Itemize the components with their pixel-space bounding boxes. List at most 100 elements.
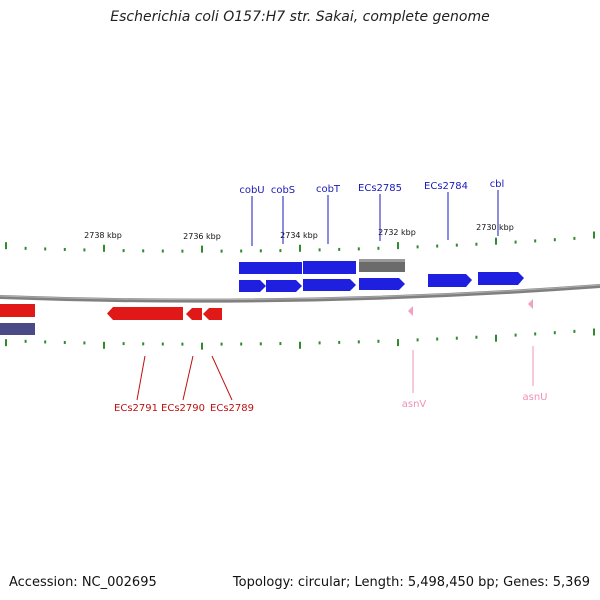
pseudogene-feature-top: [359, 259, 405, 272]
scale-ticks: [5, 231, 595, 350]
scale-tick-upper: [455, 243, 458, 247]
scale-label-2732: 2732 kbp: [378, 228, 416, 237]
scale-tick-lower: [5, 339, 7, 347]
scale-tick-upper: [514, 240, 517, 244]
label-asnU: asnU: [523, 392, 548, 403]
scale-tick-upper: [24, 246, 27, 250]
label-asnV: asnV: [402, 399, 427, 410]
scale-tick-upper: [240, 249, 243, 253]
scale-tick-lower: [514, 333, 517, 337]
label-ECs2784: ECs2784: [424, 181, 468, 192]
forward-gene-labels: cobU cobS cobT ECs2785 ECs2784 cbl: [239, 179, 504, 246]
scale-tick-upper: [495, 237, 497, 245]
scale-tick-lower: [416, 338, 419, 342]
label-ECs2789: ECs2789: [210, 403, 254, 414]
scale-tick-upper: [553, 238, 556, 242]
label-cobT: cobT: [316, 184, 341, 195]
label-cobU: cobU: [239, 185, 264, 196]
scale-label-2736: 2736 kbp: [183, 232, 221, 241]
scale-tick-lower: [279, 342, 282, 346]
gene-feature-top-1: [239, 262, 266, 274]
scale-labels: 2738 kbp 2736 kbp 2734 kbp 2732 kbp 2730…: [84, 223, 514, 241]
genome-title: Escherichia coli O157:H7 str. Sakai, com…: [110, 9, 490, 25]
scale-tick-upper: [299, 244, 301, 252]
rna-asnU-marker: [528, 299, 533, 309]
scale-tick-lower: [455, 336, 458, 340]
gene-ECs2791-arrow: [107, 307, 183, 320]
label-ECs2790: ECs2790: [161, 403, 205, 414]
scale-tick-lower: [201, 342, 203, 350]
scale-tick-upper: [416, 245, 419, 249]
scale-tick-lower: [495, 334, 497, 342]
genome-backbone: [0, 284, 600, 303]
scale-tick-lower: [63, 340, 66, 344]
pseudogene-feature-top-shade: [359, 259, 405, 262]
rna-labels: asnV asnU: [402, 346, 548, 410]
gene-cbl-arrow: [478, 272, 524, 285]
scale-tick-lower: [299, 341, 301, 349]
scale-tick-upper: [142, 249, 145, 253]
scale-tick-upper: [103, 244, 105, 252]
scale-tick-upper: [534, 239, 537, 243]
scale-tick-lower: [397, 339, 399, 347]
scale-tick-lower: [318, 341, 321, 345]
scale-tick-upper: [83, 248, 86, 252]
gene-feature-left-red: [0, 304, 35, 317]
scale-tick-lower: [122, 342, 125, 346]
scale-tick-upper: [63, 247, 66, 251]
scale-tick-upper: [220, 249, 223, 253]
scale-tick-upper: [201, 245, 203, 253]
gene-cobS-arrow: [266, 280, 302, 292]
scale-tick-lower: [220, 342, 223, 346]
label-ECs2785: ECs2785: [358, 183, 402, 194]
gene-feature-left-dark: [0, 323, 35, 335]
scale-tick-lower: [553, 331, 556, 335]
gene-feature-top-2: [265, 262, 302, 274]
rna-asnV-marker: [408, 306, 413, 316]
scale-tick-lower: [161, 342, 164, 346]
gene-feature-top-3: [303, 261, 356, 274]
scale-tick-upper: [338, 247, 341, 251]
scale-tick-upper: [318, 248, 321, 252]
genome-info-text: Topology: circular; Length: 5,498,450 bp…: [232, 575, 590, 590]
scale-tick-lower: [103, 341, 105, 349]
scale-tick-upper: [259, 249, 262, 253]
scale-tick-lower: [24, 339, 27, 343]
scale-tick-lower: [436, 337, 439, 341]
scale-tick-upper: [122, 249, 125, 253]
label-ECs2791: ECs2791: [114, 403, 158, 414]
label-cobS: cobS: [271, 185, 295, 196]
gene-cobT-arrow: [303, 279, 356, 291]
scale-tick-upper: [279, 249, 282, 253]
scale-tick-lower: [338, 340, 341, 344]
scale-tick-upper: [357, 247, 360, 251]
gene-cobU-arrow: [239, 280, 266, 292]
scale-tick-lower: [475, 335, 478, 339]
accession-text: Accession: NC_002695: [9, 575, 157, 590]
scale-label-2730: 2730 kbp: [476, 223, 514, 232]
scale-label-2738: 2738 kbp: [84, 231, 122, 240]
forward-strand-features: [239, 259, 524, 292]
gene-ECs2785-arrow: [359, 278, 405, 290]
scale-tick-upper: [573, 236, 576, 240]
scale-tick-lower: [259, 342, 262, 346]
gene-ECs2789-arrow: [203, 308, 222, 320]
scale-tick-lower: [357, 340, 360, 344]
scale-tick-lower: [142, 342, 145, 346]
scale-tick-lower: [240, 342, 243, 346]
scale-tick-upper: [44, 247, 47, 251]
gene-ECs2790-arrow: [186, 308, 202, 320]
scale-tick-upper: [161, 249, 164, 253]
scale-label-2734: 2734 kbp: [280, 231, 318, 240]
label-cbl: cbl: [490, 179, 505, 190]
gene-ECs2784-arrow: [428, 274, 472, 287]
scale-tick-lower: [44, 340, 47, 344]
scale-tick-lower: [593, 328, 595, 336]
scale-tick-upper: [181, 249, 184, 253]
scale-tick-lower: [181, 342, 184, 346]
scale-tick-upper: [377, 246, 380, 250]
scale-tick-upper: [475, 242, 478, 246]
scale-tick-lower: [83, 341, 86, 345]
scale-tick-lower: [534, 332, 537, 336]
